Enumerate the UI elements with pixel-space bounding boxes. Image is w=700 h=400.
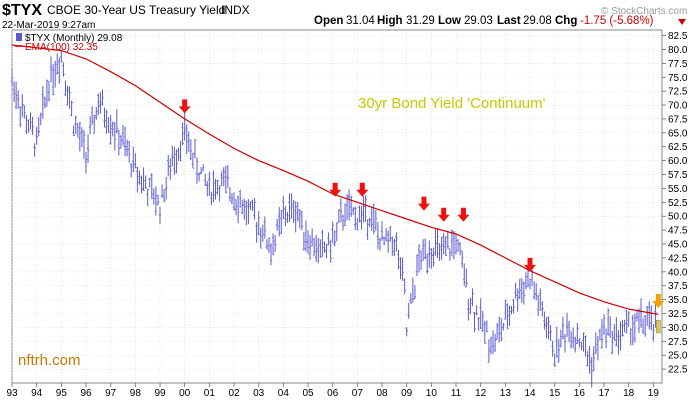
y-tick-label: 65.0 (668, 128, 688, 139)
x-axis: 93 94 95 96 97 98 99 00 01 02 03 04 05 06 07 08 09 10 11 12… (6, 383, 659, 399)
x-tick-label: 09 (401, 388, 413, 399)
x-tick-label: 03 (253, 388, 265, 399)
y-tick-label: 22.5 (668, 365, 688, 376)
y-tick-label: 72.5 (668, 87, 688, 98)
x-tick-label: 98 (130, 388, 142, 399)
x-tick-label: 01 (204, 388, 216, 399)
change-value: -1.75 (-5.68%) (580, 15, 654, 27)
red-down-arrow-icon (356, 182, 369, 197)
x-tick-label: 06 (327, 388, 339, 399)
y-tick-label: 67.5 (668, 114, 688, 125)
y-tick-label: 52.5 (668, 198, 688, 209)
open-value: 31.04 (346, 15, 375, 27)
exchange-label: INDX (221, 3, 250, 17)
red-down-arrow-icon (329, 182, 342, 197)
x-tick-label: 05 (302, 388, 314, 399)
x-tick-label: 12 (475, 388, 487, 399)
grid-lines (11, 30, 662, 383)
x-tick-label: 13 (500, 388, 512, 399)
brand-label: © StockCharts.com (601, 6, 687, 17)
annotation-arrows (178, 99, 665, 308)
open-label: Open (314, 15, 343, 27)
y-tick-label: 45.0 (668, 240, 688, 251)
red-down-arrow-icon (524, 257, 537, 272)
x-tick-label: 15 (549, 388, 561, 399)
x-tick-label: 17 (598, 388, 610, 399)
y-tick-label: 50.0 (668, 212, 688, 223)
x-tick-label: 99 (154, 388, 166, 399)
y-tick-label: 32.5 (668, 309, 688, 320)
red-down-arrow-icon (178, 99, 191, 114)
chart-header: $TYX CBOE 30-Year US Treasury Yield INDX… (2, 2, 686, 31)
plot-area (11, 29, 663, 384)
y-tick-label: 25.0 (668, 351, 688, 362)
series-swatch (16, 33, 22, 41)
x-tick-label: 19 (648, 388, 660, 399)
change-label: Chg (555, 15, 577, 27)
ticker-symbol: $TYX (2, 2, 42, 19)
high-value: 31.29 (406, 15, 435, 27)
red-down-arrow-icon (437, 207, 450, 222)
x-tick-label: 16 (574, 388, 586, 399)
y-tick-label: 60.0 (668, 156, 688, 167)
legend-ema: EMA(100) 32.35 (25, 42, 98, 53)
last-value: 29.08 (523, 15, 552, 27)
legend-series: $TYX (Monthly) 29.08 (25, 33, 123, 44)
x-tick-label: 00 (179, 388, 191, 399)
y-tick-label: 75.0 (668, 73, 688, 84)
y-tick-label: 77.5 (668, 59, 688, 70)
y-tick-label: 62.5 (668, 142, 688, 153)
y-tick-label: 57.5 (668, 170, 688, 181)
x-tick-label: 04 (278, 388, 290, 399)
y-axis: 22.5 25.0 27.5 30.0 32.5 35.0 37.5 40.0 42.5 45.0… (662, 31, 688, 376)
x-tick-label: 02 (228, 388, 240, 399)
ohlc-bars (10, 51, 661, 388)
watermark: nftrh.com (18, 352, 81, 369)
annotation-text: 30yr Bond Yield 'Continuum' (358, 95, 546, 112)
y-tick-label: 27.5 (668, 337, 688, 348)
ema-line (11, 44, 659, 315)
y-tick-label: 80.0 (668, 45, 688, 56)
y-tick-label: 37.5 (668, 281, 688, 292)
x-tick-label: 96 (80, 388, 92, 399)
y-tick-label: 35.0 (668, 295, 688, 306)
last-bar-highlight (655, 319, 661, 334)
orange-down-arrow-icon (652, 293, 665, 308)
last-label: Last (497, 15, 521, 27)
x-tick-label: 14 (524, 388, 536, 399)
x-tick-label: 08 (376, 388, 388, 399)
y-tick-label: 70.0 (668, 101, 688, 112)
x-tick-label: 93 (6, 388, 18, 399)
red-down-arrow-icon (417, 196, 430, 211)
x-tick-label: 10 (426, 388, 438, 399)
red-down-arrow-icon (457, 207, 470, 222)
y-tick-label: 40.0 (668, 267, 688, 278)
quote-date: 22-Mar-2019 9:27am (2, 20, 95, 31)
instrument-name: CBOE 30-Year US Treasury Yield (47, 3, 225, 17)
y-tick-label: 47.5 (668, 226, 688, 237)
x-tick-label: 07 (352, 388, 364, 399)
y-tick-label: 30.0 (668, 323, 688, 334)
low-value: 29.03 (464, 15, 493, 27)
x-tick-label: 11 (451, 388, 462, 399)
y-tick-label: 42.5 (668, 253, 688, 264)
x-tick-label: 95 (56, 388, 68, 399)
x-tick-label: 97 (105, 388, 117, 399)
high-label: High (377, 15, 403, 27)
y-tick-label: 55.0 (668, 184, 688, 195)
triangle-down-icon (678, 19, 686, 25)
low-label: Low (438, 15, 461, 27)
x-tick-label: 18 (623, 388, 635, 399)
legend: $TYX (Monthly) 29.08 EMA(100) 32.35 (15, 33, 123, 53)
x-tick-label: 94 (31, 388, 43, 399)
y-tick-label: 82.5 (668, 31, 688, 42)
